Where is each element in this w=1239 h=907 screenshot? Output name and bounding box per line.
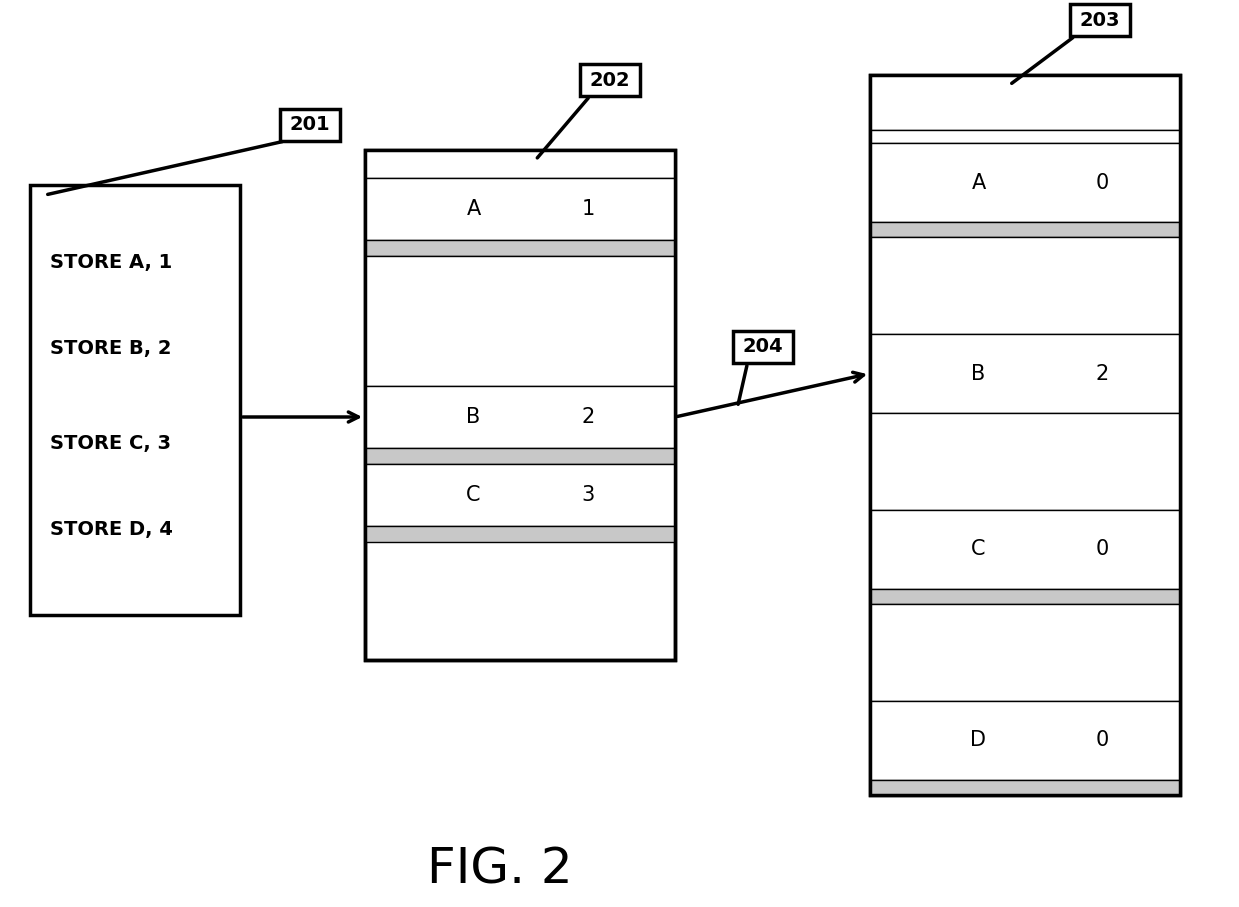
Text: C: C: [971, 539, 986, 559]
Bar: [366, 240, 675, 256]
Bar: [366, 150, 675, 660]
Bar: [870, 75, 1180, 795]
Bar: [366, 386, 675, 448]
Bar: [580, 64, 641, 96]
Bar: [870, 589, 1180, 604]
Bar: [870, 143, 1180, 222]
Bar: [870, 130, 1180, 143]
Text: 2: 2: [1095, 364, 1109, 384]
Text: 0: 0: [1095, 172, 1109, 192]
Bar: [366, 150, 675, 178]
Text: STORE C, 3: STORE C, 3: [50, 434, 171, 453]
Bar: [366, 448, 675, 464]
Bar: [366, 150, 675, 660]
Bar: [366, 526, 675, 542]
Text: 3: 3: [581, 485, 595, 505]
Text: STORE B, 2: STORE B, 2: [50, 339, 171, 358]
Text: 204: 204: [742, 337, 783, 356]
Bar: [870, 75, 1180, 795]
Bar: [870, 510, 1180, 589]
Bar: [870, 334, 1180, 413]
Bar: [870, 238, 1180, 334]
Text: STORE A, 1: STORE A, 1: [50, 253, 172, 272]
Text: FIG. 2: FIG. 2: [427, 846, 572, 894]
Text: 203: 203: [1079, 11, 1120, 30]
Bar: [30, 185, 240, 615]
Bar: [870, 75, 1180, 130]
Text: B: B: [466, 407, 481, 427]
Text: A: A: [971, 172, 986, 192]
Text: 0: 0: [1095, 730, 1109, 750]
Text: STORE D, 4: STORE D, 4: [50, 520, 173, 539]
Text: 201: 201: [290, 115, 331, 134]
Bar: [1070, 4, 1130, 36]
Bar: [870, 700, 1180, 780]
Text: D: D: [970, 730, 986, 750]
Bar: [366, 178, 675, 240]
Text: 0: 0: [1095, 539, 1109, 559]
Text: 1: 1: [581, 199, 595, 219]
Text: B: B: [971, 364, 986, 384]
Bar: [870, 413, 1180, 510]
Text: C: C: [466, 485, 481, 505]
Bar: [732, 331, 793, 363]
Text: 2: 2: [581, 407, 595, 427]
Bar: [366, 256, 675, 386]
Text: A: A: [466, 199, 481, 219]
Bar: [366, 464, 675, 526]
Bar: [280, 109, 339, 141]
Bar: [870, 604, 1180, 700]
Bar: [870, 780, 1180, 795]
Text: 202: 202: [590, 71, 631, 90]
Bar: [870, 222, 1180, 238]
